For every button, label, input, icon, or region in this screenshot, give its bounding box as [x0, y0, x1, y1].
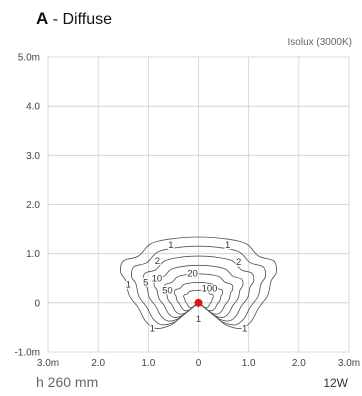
light-source — [194, 298, 203, 307]
contour-label: 10 — [152, 274, 163, 285]
contour-label: 1 — [150, 324, 155, 335]
x-tick-labels: 3.0m 2.0 1.0 0 1.0 2.0 3.0m — [37, 358, 360, 369]
isolux-contour-2 — [131, 245, 266, 326]
x-tick-label: 2.0 — [292, 358, 306, 369]
isolux-contour-5 — [142, 255, 255, 322]
contour-label: 50 — [162, 285, 173, 296]
chart-subtitle: Isolux (3000K) — [287, 37, 352, 48]
x-tick-label: 1.0 — [242, 358, 256, 369]
contour-label: 1 — [225, 240, 230, 251]
contour-label: 2 — [155, 256, 160, 267]
y-tick-labels: 5.0m 4.0 3.0 2.0 1.0 0 -1.0m — [14, 53, 40, 359]
y-tick-label: 0 — [34, 298, 40, 309]
chart-title: A - Diffuse — [36, 9, 112, 29]
y-tick-label: 1.0 — [26, 249, 40, 260]
contour-label: 20 — [187, 269, 198, 280]
contour-label: 100 — [202, 283, 218, 294]
x-tick-label: 1.0 — [141, 358, 155, 369]
variant-letter: A — [36, 9, 49, 28]
contour-label: 1 — [196, 314, 201, 325]
isolux-contour-50 — [173, 281, 224, 312]
contour-label: 1 — [126, 279, 131, 290]
mounting-height: h 260 mm — [36, 374, 99, 390]
variant-name: - Diffuse — [48, 11, 113, 28]
y-tick-label: 4.0 — [26, 102, 40, 113]
x-tick-label: 2.0 — [91, 358, 105, 369]
x-tick-label: 0 — [196, 358, 202, 369]
y-tick-label: 3.0 — [26, 151, 40, 162]
y-tick-label: 5.0m — [18, 53, 40, 64]
y-tick-label: 2.0 — [26, 200, 40, 211]
contour-label: 1 — [242, 324, 247, 335]
y-tick-label: -1.0m — [14, 348, 40, 359]
grid-lines — [47, 56, 350, 353]
x-tick-label: 3.0m — [338, 358, 360, 369]
isolux-contours — [120, 236, 277, 329]
isolux-contour-100 — [183, 289, 214, 309]
source-point-marker — [194, 298, 203, 307]
isolux-contour-10 — [153, 264, 244, 318]
contour-label: 2 — [236, 257, 241, 268]
isolux-contour-1 — [120, 236, 277, 329]
x-tick-label: 3.0m — [37, 358, 59, 369]
contour-label: 5 — [143, 277, 148, 288]
contour-label: 1 — [168, 240, 173, 251]
isolux-contour-20 — [163, 273, 234, 315]
power-rating: 12W — [323, 376, 348, 390]
